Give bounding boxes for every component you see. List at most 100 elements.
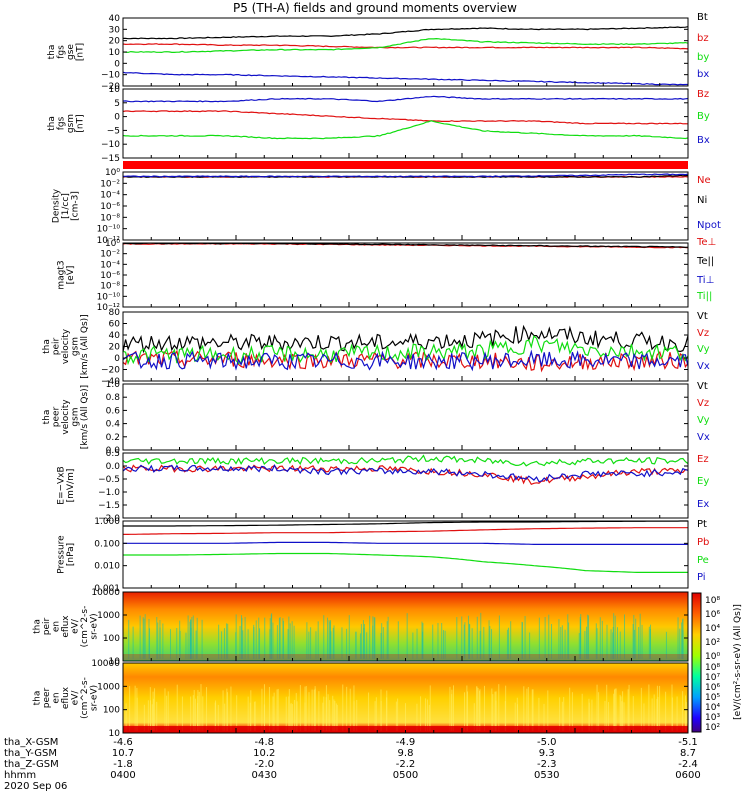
y-axis-label: sr-eV) (90, 685, 100, 711)
y-tick-label: 10⁻⁴ (100, 191, 120, 201)
bottom-tick-value: 9.8 (398, 748, 414, 759)
y-axis-label: eV/ (71, 690, 81, 706)
bottom-tick-value: 0600 (675, 770, 700, 781)
y-axis-label: en (52, 692, 62, 703)
series-bz-line (122, 43, 689, 50)
y-tick-label: 1000 (97, 611, 120, 621)
y-tick-label: 1.000 (94, 517, 120, 527)
bottom-row-label: tha_X-GSM (4, 737, 58, 748)
y-tick-label: 5 (114, 99, 120, 109)
legend-Vy: Vy (697, 415, 710, 426)
y-tick-label: 10⁻² (100, 250, 120, 260)
bottom-tick-value: 10.7 (112, 748, 134, 759)
colorbar-tick: 10⁸ (705, 596, 720, 606)
y-tick-label: 0 (114, 59, 120, 69)
bottom-tick-value: -5.1 (678, 737, 698, 748)
y-tick-label: −20 (101, 366, 120, 376)
legend-Ti: Ti⊥ (696, 275, 714, 286)
y-axis-label: peer (52, 406, 62, 427)
legend-Npot: Npot (697, 220, 721, 231)
y-tick-label: 0.2 (106, 433, 120, 443)
panel-peer-spectrum: 10000 1000 100 10 tha peer en eflux eV/(cm^2-s-s… (33, 659, 689, 739)
y-tick-label: 10⁻¹² (97, 303, 121, 313)
y-tick-label: −10 (101, 140, 120, 150)
bottom-tick-value: -2.4 (678, 759, 698, 770)
y-tick-label: 60 (109, 320, 121, 330)
panel-frame (122, 311, 689, 382)
series-Bz-line (122, 110, 689, 125)
y-axis-label: [km/s (All Qs)] (80, 314, 90, 378)
y-tick-label: −40 (101, 377, 120, 387)
bottom-tick-value: -4.6 (113, 737, 133, 748)
y-tick-label: 10⁰ (105, 239, 120, 249)
legend-Pi: Pi (697, 572, 706, 583)
y-tick-label: 0 (114, 354, 120, 364)
panel-frame (122, 383, 689, 451)
bottom-tick-value: -2.0 (254, 759, 274, 770)
bottom-tick-value: -4.8 (254, 737, 274, 748)
legend-Ey: Ey (697, 476, 709, 487)
legend-bz: bz (697, 33, 709, 44)
y-axis-label: tha (42, 410, 52, 425)
panel-density: NeNiNpot10⁰10⁻²10⁻⁴10⁻⁶10⁻⁸10⁻¹⁰10⁻¹²Den… (52, 168, 721, 246)
y-tick-label: 0.001 (94, 584, 120, 594)
bottom-tick-value: 0430 (252, 770, 277, 781)
spectrogram-fill (123, 592, 688, 661)
bottom-tick-value: 0500 (393, 770, 418, 781)
y-tick-label: 10⁻⁴ (100, 260, 120, 270)
bottom-tick-value: 10.2 (253, 748, 275, 759)
legend-Bx: Bx (697, 135, 710, 146)
series-Pe-line (123, 552, 688, 573)
colorbar-tick: 10² (705, 638, 720, 648)
y-axis-label: tha (47, 116, 57, 131)
y-tick-label: −15 (101, 154, 120, 164)
y-axis-label: gsm (66, 114, 76, 133)
y-tick-label: 0.4 (106, 420, 121, 430)
y-tick-label: 10⁻² (100, 179, 120, 189)
y-tick-label: 10⁻⁸ (100, 282, 120, 292)
series-Bt-line (123, 26, 689, 40)
legend-Vy: Vy (697, 344, 710, 355)
colorbar-tick: 10⁵ (705, 693, 720, 703)
y-tick-label: 0.0 (106, 446, 121, 456)
bottom-tick-value: -4.9 (396, 737, 416, 748)
colorbar-tick: 10⁴ (705, 624, 720, 634)
y-tick-label: 30 (109, 25, 121, 35)
legend-Te: Te⊥ (696, 237, 716, 248)
series-Bx-line (122, 95, 689, 103)
y-tick-label: 10⁻¹⁰ (97, 292, 121, 302)
y-axis-label: peer (42, 687, 52, 708)
legend-Ti: Ti|| (696, 291, 712, 302)
y-axis-label: [nT] (75, 114, 85, 132)
y-tick-label: 0.5 (106, 449, 120, 459)
series-Te-line (122, 242, 689, 249)
bottom-row-label: tha_Y-GSM (4, 748, 57, 759)
y-axis-label: tha (42, 339, 52, 354)
legend-Ez: Ez (697, 454, 709, 465)
series-bx-line (122, 71, 688, 86)
colorbar-tick: 10² (705, 723, 720, 733)
legend-Vx: Vx (697, 361, 710, 372)
series-Pi-line (123, 541, 688, 545)
y-axis-label: tha (33, 619, 43, 634)
legend-By: By (697, 111, 710, 122)
y-tick-label: 10 (109, 657, 121, 667)
panel-peer-velocity: Vt Vz Vy Vx 1.0 0.8 0.6 0.4 0.2 0.0 tha peer velocit… (42, 380, 710, 456)
y-axis-label: magt3 (56, 260, 66, 289)
y-tick-label: 0.8 (106, 393, 121, 403)
y-tick-label: 0.0 (106, 462, 121, 472)
y-tick-label: −10 (101, 71, 120, 81)
y-tick-label: 10000 (91, 588, 120, 598)
y-tick-label: 100 (103, 634, 120, 644)
legend-Bz: Bz (697, 89, 709, 100)
y-axis-label: [cm-3] (71, 191, 81, 221)
y-tick-label: −5 (107, 126, 120, 136)
y-axis-label: [mV/m] (66, 469, 76, 503)
y-axis-label: E=−VxB (56, 466, 66, 504)
y-tick-label: −20 (101, 82, 120, 92)
panel-fgs-gsm: Bz By Bx 10 5 0 −5 −10 −15 tha fgs gsm [nT] (47, 85, 710, 164)
